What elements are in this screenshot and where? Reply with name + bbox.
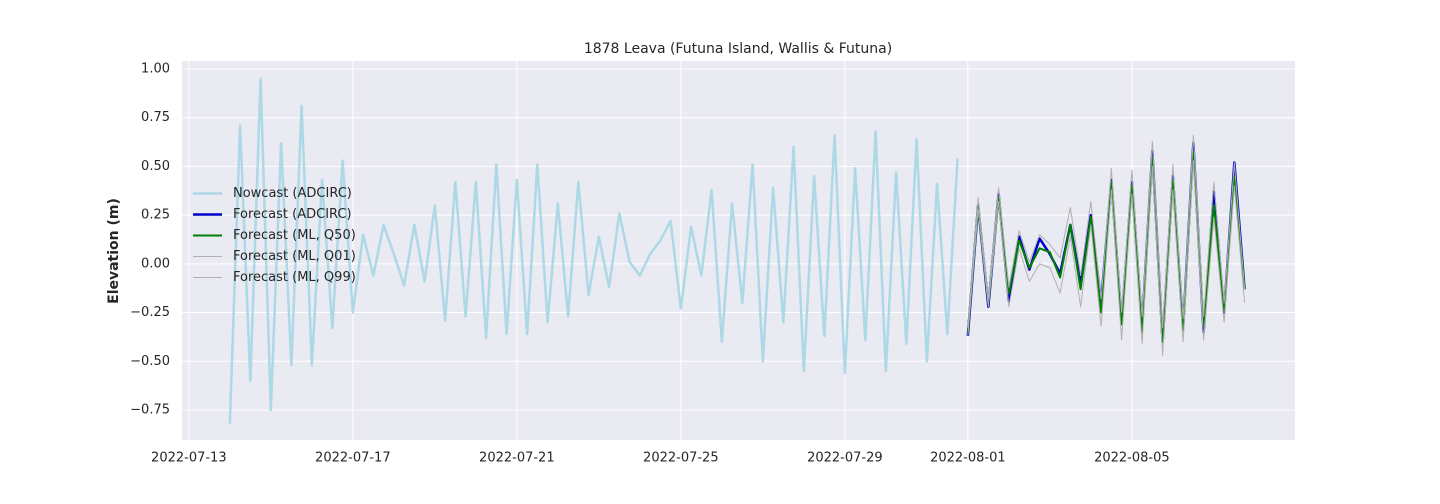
legend-label: Forecast (ML, Q99): [233, 270, 356, 285]
x-tick-label: 2022-07-17: [315, 451, 391, 466]
x-tick-label: 2022-08-01: [930, 451, 1006, 466]
y-tick-label: 1.00: [141, 61, 170, 76]
y-tick-label: 0.00: [141, 256, 170, 271]
lines: [228, 77, 1246, 424]
y-tick-label: 0.50: [141, 159, 170, 174]
y-tick-label: 0.75: [141, 110, 170, 125]
legend: Nowcast (ADCIRC) Forecast (ADCIRC) Forecas…: [193, 186, 356, 285]
legend-label: Forecast (ML, Q50): [233, 228, 356, 243]
x-tick-label: 2022-07-21: [479, 451, 555, 466]
series-line: [228, 77, 959, 424]
series-line: [966, 149, 1246, 343]
series-line: [967, 160, 1246, 356]
y-tick-label: 0.25: [141, 208, 170, 223]
series-line: [967, 134, 1246, 329]
grid: [182, 61, 1295, 440]
x-tick-label: 2022-07-25: [643, 451, 719, 466]
y-tick-label: −0.25: [130, 305, 170, 320]
legend-label: Forecast (ADCIRC): [233, 207, 352, 222]
y-tick-label: −0.50: [130, 354, 170, 369]
x-tick-label: 2022-07-13: [151, 451, 227, 466]
chart-title: 1878 Leava (Futuna Island, Wallis & Futu…: [584, 41, 892, 57]
x-tick-label: 2022-07-29: [807, 451, 883, 466]
y-axis-label: Elevation (m): [106, 198, 122, 304]
x-tick-label: 2022-08-05: [1094, 451, 1170, 466]
y-tick-label: −0.75: [130, 402, 170, 417]
legend-label: Forecast (ML, Q01): [233, 249, 356, 264]
legend-label: Nowcast (ADCIRC): [233, 186, 352, 201]
